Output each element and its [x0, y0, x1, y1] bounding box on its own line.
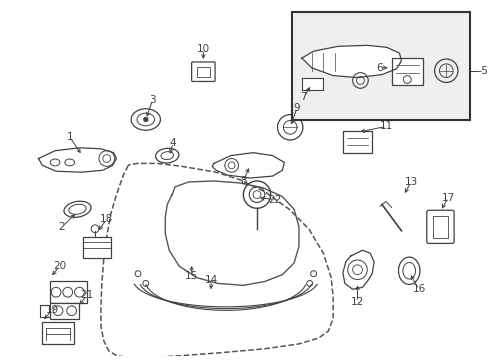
Text: 17: 17 — [441, 193, 454, 203]
Text: 13: 13 — [404, 177, 417, 187]
Text: 10: 10 — [196, 44, 209, 54]
Text: 14: 14 — [204, 275, 217, 285]
Text: 20: 20 — [53, 261, 66, 271]
Text: 6: 6 — [376, 63, 383, 73]
Text: 8: 8 — [240, 176, 246, 186]
Text: 9: 9 — [293, 103, 300, 113]
Polygon shape — [39, 148, 116, 172]
Polygon shape — [212, 153, 284, 178]
Text: 22: 22 — [267, 194, 281, 204]
Text: 11: 11 — [379, 121, 393, 131]
Text: 3: 3 — [149, 95, 156, 105]
Bar — [432, 216, 447, 238]
Text: –5: –5 — [476, 66, 488, 76]
Text: 7: 7 — [300, 92, 306, 102]
Polygon shape — [342, 250, 373, 289]
Text: 19: 19 — [45, 305, 59, 315]
Text: 2: 2 — [59, 222, 65, 232]
Text: 15: 15 — [184, 271, 198, 280]
Text: 1: 1 — [66, 132, 73, 142]
FancyBboxPatch shape — [426, 210, 453, 243]
Bar — [50, 282, 87, 303]
Bar — [83, 237, 110, 258]
Text: 21: 21 — [81, 290, 94, 300]
Bar — [42, 323, 73, 344]
Bar — [342, 131, 371, 153]
Polygon shape — [41, 305, 50, 316]
Bar — [50, 303, 79, 319]
Bar — [391, 58, 422, 85]
Polygon shape — [301, 45, 401, 77]
Polygon shape — [301, 77, 323, 90]
Bar — [196, 67, 210, 77]
Circle shape — [143, 118, 147, 121]
Bar — [291, 12, 469, 120]
Text: 12: 12 — [350, 297, 364, 307]
Text: 4: 4 — [169, 138, 176, 148]
Text: 16: 16 — [411, 284, 425, 294]
Text: 18: 18 — [100, 214, 113, 224]
